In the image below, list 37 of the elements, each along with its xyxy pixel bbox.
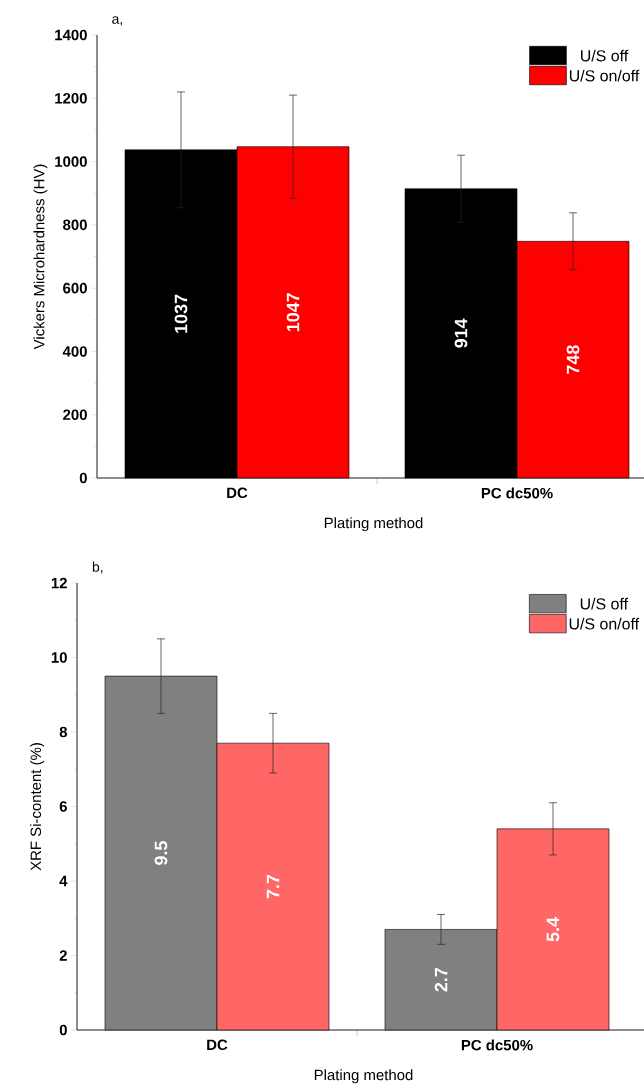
data-label: 5.4 bbox=[546, 917, 560, 942]
y-tick-label: 12 bbox=[51, 577, 67, 589]
chart-title: a, bbox=[112, 16, 122, 26]
y-tick-label: 8 bbox=[59, 726, 68, 738]
legend-label: U/S on/off bbox=[569, 69, 640, 82]
data-label: 9.5 bbox=[154, 841, 168, 865]
y-tick-label: 1200 bbox=[55, 92, 87, 104]
chart-title: b, bbox=[92, 561, 103, 574]
data-label: 1047 bbox=[286, 293, 300, 332]
data-label: 7.7 bbox=[266, 874, 280, 899]
y-tick-label: 0 bbox=[59, 1024, 67, 1036]
y-tick-label: 800 bbox=[63, 219, 87, 231]
y-tick-label: 1000 bbox=[55, 156, 87, 167]
y-tick-label: 2 bbox=[59, 950, 67, 961]
y-tick-label: 400 bbox=[62, 346, 87, 357]
y-tick-label: 4 bbox=[59, 875, 68, 887]
x-axis-title: Plating method bbox=[314, 1069, 413, 1084]
legend-label: U/S off bbox=[580, 597, 629, 610]
legend-label: U/S on/off bbox=[569, 617, 640, 630]
y-tick-label: 0 bbox=[79, 472, 87, 484]
x-tick-label: PC dc50% bbox=[461, 1039, 533, 1051]
x-tick-label: DC bbox=[207, 1039, 228, 1051]
y-tick-label: 10 bbox=[51, 652, 67, 663]
y-tick-label: 1400 bbox=[55, 29, 87, 41]
data-label: 2.7 bbox=[434, 968, 448, 992]
y-tick-label: 200 bbox=[63, 409, 87, 420]
y-tick-label: 600 bbox=[63, 282, 87, 294]
data-label: 914 bbox=[454, 318, 468, 348]
x-axis-title: Plating method bbox=[324, 517, 423, 532]
data-label: 748 bbox=[566, 345, 580, 374]
y-tick-label: 6 bbox=[59, 801, 67, 812]
x-tick-label: DC bbox=[227, 487, 248, 499]
y-axis-title: Vickers Microhardness (HV) bbox=[33, 164, 48, 350]
x-tick-label: PC dc50% bbox=[481, 487, 553, 499]
y-axis-title: XRF Si-content (%) bbox=[30, 743, 45, 871]
legend-label: U/S off bbox=[581, 49, 629, 62]
data-label: 1037 bbox=[174, 294, 188, 333]
